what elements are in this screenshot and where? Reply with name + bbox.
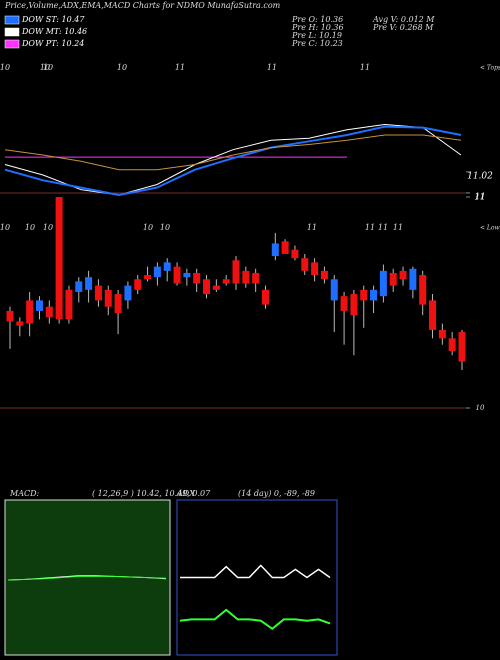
candle-body [193,272,201,284]
adx-line [179,608,331,631]
macd-line [7,575,167,581]
candle-body [448,338,456,352]
candle-body [222,279,230,284]
candle-body [252,272,260,284]
x-label: 11 [175,63,185,72]
candle-body [94,285,102,301]
y-tick-label: 11.02 [467,171,493,181]
x-label: 10 [43,63,53,72]
info-text: Pre O: 10.36 [291,15,343,24]
candle-body [75,281,83,292]
candle-body [399,270,407,280]
info-text: Pre V: 0.268 M [372,23,434,32]
candle-body [370,289,378,301]
candle-body [242,270,250,284]
candle-body [35,300,43,311]
legend-swatch [4,39,20,49]
x-label: 10 [0,63,10,72]
candle-body [114,294,122,314]
legend-swatch [4,15,20,25]
line-series [4,125,462,197]
info-text: Pre C: 10.23 [291,39,343,48]
x-label: 10 [25,223,35,232]
candle-body [85,277,93,290]
candle-body [271,243,279,257]
candle-body [360,289,368,301]
candle-body [232,260,240,284]
x-label: 11 [360,63,370,72]
candle-body [55,197,63,320]
legend-label: DOW MT: 10.46 [21,27,87,36]
candle-body [134,279,142,290]
candle-body [311,262,319,276]
info-text: Pre H: 10.36 [291,23,344,32]
y-tick-label: 11 [474,192,485,202]
candle-body [124,285,132,301]
candle-body [45,306,53,318]
line-series [4,123,462,196]
x-label: 11 [307,223,317,232]
candle-body [330,279,338,301]
candle-body [104,289,112,307]
candle-body [261,289,269,305]
candle-body [65,289,73,320]
x-label: 11 [393,223,403,232]
candle-body [173,266,181,284]
candle-body [320,270,328,280]
x-label: 10 [43,223,53,232]
candle-body [458,332,466,362]
x-label: 10 [117,63,127,72]
x-label: 11 [365,223,375,232]
candle-body [340,296,348,311]
panel-title: MACD: [9,489,40,498]
candle-body [203,279,211,295]
legend-swatch [4,27,20,37]
candle-body [281,241,289,254]
adx-line [180,564,331,579]
panel-title: ADX [176,489,195,498]
x-label: 10 [160,223,170,232]
candle-body [350,294,358,316]
candle-body [16,321,24,326]
candle-body [6,310,14,322]
side-label: < Lows [480,225,500,232]
y-tick-label: 11 [476,193,485,201]
line-series [4,134,462,171]
candle-body [163,262,171,271]
panel-subtitle: ( 12,26,9 ) 10.42, 10.49, 0.07 [92,489,211,498]
legend-label: DOW ST: 10.47 [21,15,85,24]
side-label: < Tops [480,65,500,72]
candle-body [301,258,309,271]
candle-body [379,270,387,297]
candle-body [409,268,417,290]
x-label: 10 [40,63,50,72]
candle-body [419,275,427,305]
candle-body [212,285,220,290]
x-label: 11 [378,223,388,232]
panel-subtitle: (14 day) 0, -89, -89 [238,489,315,498]
candle-body [153,266,161,278]
x-label: 10 [0,223,10,232]
legend-label: DOW PT: 10.24 [21,39,84,48]
candle-body [183,272,191,278]
candle-body [438,329,446,339]
candle-body [144,275,152,280]
candle-body [291,249,299,259]
x-label: 11 [267,63,277,72]
y-tick-label: 10 [476,404,485,412]
title: Price,Volume,ADX,EMA,MACD Charts for NDM… [4,1,281,10]
candle-body [429,300,437,330]
candle-body [389,272,397,286]
info-text: Pre L: 10.19 [291,31,342,40]
x-label: 10 [143,223,153,232]
info-text: Avg V: 0.012 M [372,15,435,24]
candle-body [26,300,34,324]
